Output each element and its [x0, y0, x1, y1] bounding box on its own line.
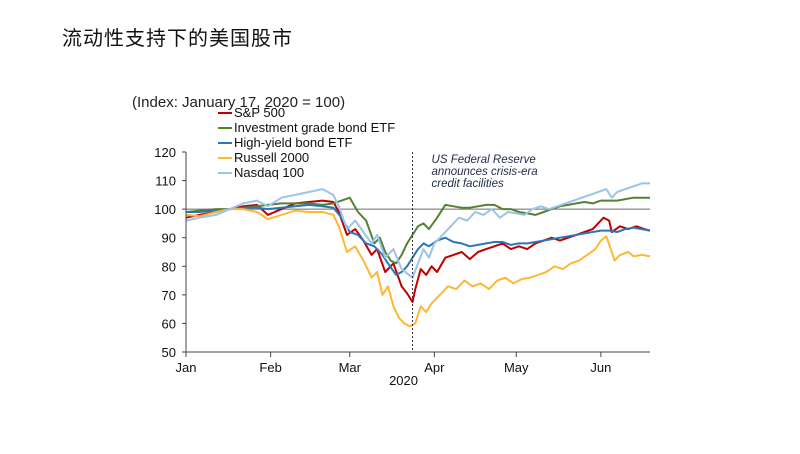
legend-label-2: High-yield bond ETF — [234, 135, 353, 150]
x-tick-label: Jun — [590, 360, 611, 375]
x-tick-label: Apr — [424, 360, 445, 375]
x-year-label: 2020 — [389, 373, 418, 388]
slide-title: 流动性支持下的美国股市 — [62, 26, 293, 50]
x-tick-label: Feb — [259, 360, 281, 375]
legend-label-3: Russell 2000 — [234, 150, 309, 165]
y-tick-label: 90 — [162, 231, 176, 246]
x-tick-label: Mar — [339, 360, 362, 375]
series-line-4 — [185, 182, 650, 279]
x-tick-label: Jan — [176, 360, 197, 375]
y-tick-label: 70 — [162, 288, 176, 303]
event-annotation-line: announces crisis-era — [432, 166, 538, 178]
series-line-3 — [185, 208, 651, 328]
y-tick-label: 120 — [154, 145, 176, 160]
y-tick-label: 100 — [154, 202, 176, 217]
legend-label-0: S&P 500 — [234, 105, 285, 120]
legend-label-4: Nasdaq 100 — [234, 165, 304, 180]
y-tick-label: 110 — [155, 174, 176, 189]
event-annotation-line: US Federal Reserve — [432, 154, 536, 166]
series-layer — [185, 182, 651, 328]
legend-label-1: Investment grade bond ETF — [234, 120, 395, 135]
y-tick-label: 60 — [162, 316, 176, 331]
chart-subtitle: (Index: January 17, 2020 = 100) — [132, 94, 345, 111]
series-line-1 — [185, 196, 650, 265]
y-tick-label: 50 — [162, 345, 176, 360]
x-tick-label: May — [504, 360, 529, 375]
series-line-0 — [185, 199, 651, 303]
y-tick-label: 80 — [162, 259, 176, 274]
event-annotation-line: credit facilities — [432, 178, 504, 190]
